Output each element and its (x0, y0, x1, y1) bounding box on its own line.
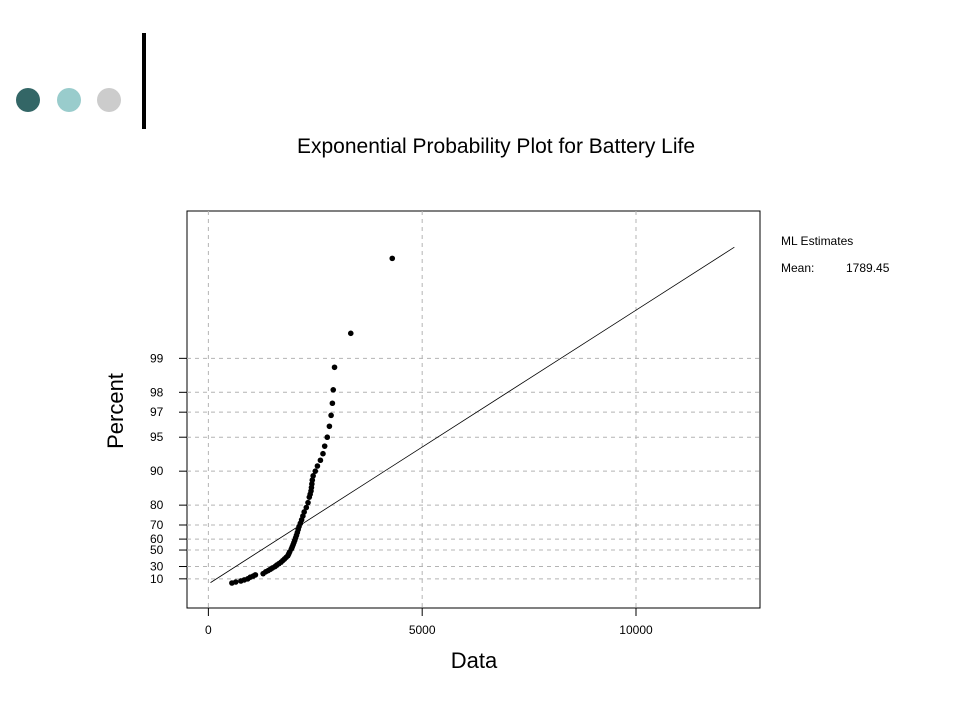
y-tick-label: 10 (150, 572, 164, 586)
data-point (326, 423, 333, 430)
data-point (389, 255, 396, 262)
data-point (305, 499, 311, 506)
decorative-vertical-bar (142, 33, 146, 129)
data-point (314, 463, 321, 469)
chart-title: Exponential Probability Plot for Battery… (297, 135, 695, 158)
data-point (301, 509, 307, 515)
tick-marks (179, 357, 637, 616)
y-tick-label: 98 (150, 385, 164, 399)
x-tick-label: 5000 (409, 623, 436, 637)
data-point (320, 450, 326, 457)
legend-mean-value: 1789.45 (846, 261, 890, 275)
grid-lines (187, 211, 760, 608)
x-axis-title: Data (451, 648, 498, 673)
data-point (329, 400, 336, 407)
y-tick-label: 70 (150, 518, 164, 532)
data-point (324, 434, 331, 441)
data-point (252, 572, 259, 578)
y-tick-label: 99 (150, 351, 164, 365)
data-point (303, 504, 310, 511)
data-point (330, 386, 337, 393)
y-tick-label: 97 (150, 405, 164, 419)
decorative-dot-teal (57, 88, 81, 112)
y-tick-label: 30 (150, 560, 164, 574)
decorative-dot-dark (16, 88, 40, 112)
y-tick-label: 80 (150, 498, 164, 512)
data-point (312, 468, 319, 474)
decorative-dot-gray (97, 88, 121, 112)
data-point (317, 457, 324, 464)
data-point (321, 443, 328, 449)
data-point (309, 477, 316, 483)
y-axis-title: Percent (103, 373, 128, 449)
x-tick-label: 0 (205, 623, 212, 637)
data-point (347, 330, 354, 337)
data-point (310, 473, 316, 479)
data-point (331, 364, 338, 371)
data-point (232, 579, 239, 585)
y-tick-label: 50 (150, 543, 164, 557)
fit-line (210, 246, 735, 583)
y-tick-label: 95 (150, 430, 164, 444)
y-tick-label: 90 (150, 464, 164, 478)
data-points (229, 255, 396, 586)
legend-heading: ML Estimates (781, 234, 853, 248)
plot-frame (186, 210, 761, 609)
x-tick-label: 10000 (619, 623, 653, 637)
y-tick-label: 60 (150, 532, 164, 546)
legend-mean-label: Mean: (781, 261, 814, 275)
data-point (328, 412, 334, 419)
